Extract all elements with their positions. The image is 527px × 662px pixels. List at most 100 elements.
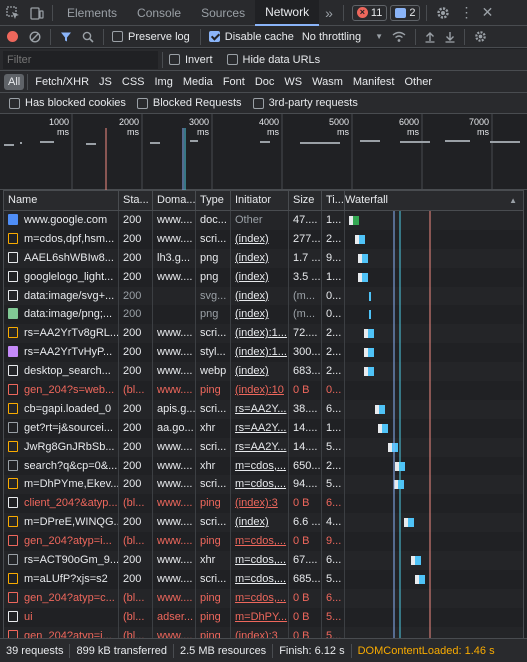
- request-row[interactable]: googlelogo_light... 200 www.... png (index) 3…: [4, 267, 523, 287]
- request-row[interactable]: AAEL6shWBIw8... 200 lh3.g... png (index) 1.7 …: [4, 248, 523, 268]
- more-options-icon[interactable]: ⋮: [459, 4, 474, 20]
- preserve-log-checkbox[interactable]: Preserve log: [112, 31, 190, 43]
- request-row[interactable]: data:image/svg+... 200 svg... (index) (m... 0…: [4, 286, 523, 306]
- cell-initiator[interactable]: (index): [231, 267, 289, 287]
- cell-initiator[interactable]: m=cdos,...: [231, 456, 289, 476]
- column-size-header[interactable]: Size: [289, 191, 322, 210]
- cell-initiator[interactable]: (index): [231, 362, 289, 382]
- request-row[interactable]: m=aLUfP?xjs=s2 200 www.... scri... m=cdos,..…: [4, 569, 523, 589]
- cell-initiator[interactable]: (index):10: [231, 381, 289, 400]
- request-row[interactable]: cb=gapi.loaded_0 200 apis.g... scri... rs=AA…: [4, 399, 523, 419]
- tab-elements[interactable]: Elements: [57, 0, 127, 26]
- request-row[interactable]: get?rt=j&sourcei... 200 aa.go... xhr rs=AA2Y…: [4, 418, 523, 438]
- request-row[interactable]: client_204?&atyp... (bl... www.... ping (ind…: [4, 494, 523, 514]
- cell-initiator[interactable]: (index): [231, 513, 289, 533]
- request-row[interactable]: rs=AA2YrTv8gRL... 200 www.... scri... (index…: [4, 324, 523, 344]
- request-row[interactable]: m=DPreE,WINQG... 200 www.... scri... (index)…: [4, 513, 523, 533]
- search-button[interactable]: [77, 26, 99, 48]
- filter-input[interactable]: [3, 50, 158, 69]
- blocked-cookies-box[interactable]: [9, 97, 20, 109]
- request-row[interactable]: m=DhPYme,Ekev... 200 www.... scri... m=cdos,…: [4, 475, 523, 495]
- column-initiator-header[interactable]: Initiator: [231, 191, 289, 210]
- network-settings-gear-icon[interactable]: [469, 26, 491, 48]
- more-tabs-button[interactable]: »: [325, 4, 333, 21]
- type-filter-doc[interactable]: Doc: [254, 75, 275, 88]
- request-row[interactable]: search?q&cp=0&... 200 www.... xhr m=cdos,...…: [4, 456, 523, 476]
- request-row[interactable]: JwRg8GnJRbSb... 200 www.... scri... rs=AA2Y.…: [4, 437, 523, 457]
- column-domain-header[interactable]: Doma...: [153, 191, 196, 210]
- type-filter-js[interactable]: JS: [99, 75, 112, 88]
- cell-initiator[interactable]: rs=AA2Y...: [231, 399, 289, 419]
- blocked-requests-box[interactable]: [136, 97, 148, 109]
- cell-initiator[interactable]: Other: [231, 211, 289, 230]
- type-filter-ws[interactable]: WS: [284, 75, 303, 88]
- cell-initiator[interactable]: rs=AA2Y...: [231, 418, 289, 438]
- type-filter-css[interactable]: CSS: [121, 75, 145, 88]
- close-devtools-icon[interactable]: ✕: [481, 4, 494, 20]
- type-filter-font[interactable]: Font: [222, 75, 245, 88]
- column-time-header[interactable]: Ti...: [322, 191, 345, 210]
- cell-initiator[interactable]: (index): [231, 305, 289, 325]
- messages-badge[interactable]: 2: [390, 4, 421, 21]
- type-filter-img[interactable]: Img: [154, 75, 173, 88]
- cell-initiator[interactable]: m=DhPY...: [231, 607, 289, 627]
- request-row[interactable]: gen_204?s=web... (bl... www.... ping (index)…: [4, 381, 523, 400]
- device-toolbar-icon[interactable]: [26, 0, 48, 26]
- cell-initiator[interactable]: rs=AA2Y...: [231, 437, 289, 457]
- cell-initiator[interactable]: m=cdos,...: [231, 588, 289, 608]
- record-button[interactable]: [0, 26, 24, 48]
- cell-initiator[interactable]: (index):3: [231, 494, 289, 514]
- invert-box[interactable]: [169, 54, 180, 65]
- cell-initiator[interactable]: m=cdos,...: [231, 569, 289, 589]
- invert-checkbox[interactable]: Invert: [169, 54, 213, 66]
- cell-initiator[interactable]: (index): [231, 248, 289, 268]
- request-row[interactable]: m=cdos,dpf,hsm... 200 www.... scri... (index…: [4, 229, 523, 249]
- network-overview-timeline[interactable]: 1000 ms 2000 ms 3000 ms 4000 ms 5000 ms 6000 …: [0, 114, 527, 190]
- filter-toggle-button[interactable]: [55, 26, 77, 48]
- type-filter-fetch-xhr[interactable]: Fetch/XHR: [35, 75, 90, 88]
- blocked-requests-checkbox[interactable]: Blocked Requests: [136, 97, 242, 109]
- export-har-icon[interactable]: [440, 26, 460, 48]
- cell-initiator[interactable]: m=cdos,...: [231, 475, 289, 495]
- third-party-checkbox[interactable]: 3rd-party requests: [252, 97, 358, 109]
- preserve-log-box[interactable]: [112, 31, 123, 42]
- column-name-header[interactable]: Name: [4, 191, 119, 210]
- throttling-select[interactable]: No throttling ▼: [302, 31, 383, 43]
- cell-initiator[interactable]: m=cdos,...: [231, 551, 289, 570]
- request-row[interactable]: rs=ACT90oGm_9... 200 www.... xhr m=cdos,... 6…: [4, 551, 523, 570]
- column-waterfall-header[interactable]: Waterfall ▲: [345, 191, 523, 210]
- hide-data-urls-checkbox[interactable]: Hide data URLs: [226, 54, 320, 66]
- column-type-header[interactable]: Type: [196, 191, 231, 210]
- request-row[interactable]: gen_204?atyp=i... (bl... www.... ping m=cdos…: [4, 532, 523, 552]
- import-har-icon[interactable]: [420, 26, 440, 48]
- request-row[interactable]: www.google.com 200 www.... doc... Other 47...…: [4, 211, 523, 230]
- request-row[interactable]: data:image/png;... 200 png (index) (m... 0...: [4, 305, 523, 325]
- type-filter-manifest[interactable]: Manifest: [352, 75, 395, 88]
- tab-network[interactable]: Network: [255, 0, 320, 26]
- third-party-box[interactable]: [252, 97, 264, 109]
- cell-initiator[interactable]: (index): [231, 286, 289, 306]
- request-row[interactable]: ui (bl... adser... ping m=DhPY... 0 B 5...: [4, 607, 523, 627]
- cell-initiator[interactable]: m=cdos,...: [231, 532, 289, 552]
- tab-sources[interactable]: Sources: [191, 0, 255, 26]
- cell-initiator[interactable]: (index):1...: [231, 324, 289, 344]
- blocked-cookies-checkbox[interactable]: Has blocked cookies: [9, 97, 126, 109]
- type-filter-wasm[interactable]: Wasm: [312, 75, 343, 88]
- column-status-header[interactable]: Sta...: [119, 191, 153, 210]
- request-row[interactable]: rs=AA2YrTvHyP... 200 www.... styl... (index)…: [4, 343, 523, 363]
- errors-badge[interactable]: × 11: [351, 4, 388, 21]
- type-filter-other[interactable]: Other: [404, 75, 432, 88]
- disable-cache-box[interactable]: [208, 31, 220, 42]
- settings-gear-icon[interactable]: [431, 0, 455, 26]
- cell-initiator[interactable]: (index): [231, 229, 289, 249]
- cell-initiator[interactable]: (index):3: [231, 626, 289, 638]
- type-filter-all[interactable]: All: [4, 73, 25, 90]
- type-filter-media[interactable]: Media: [182, 75, 213, 88]
- request-row[interactable]: gen_204?atyp=c... (bl... www.... ping m=cdos…: [4, 588, 523, 608]
- request-row[interactable]: desktop_search... 200 www.... webp (index) 68…: [4, 362, 523, 382]
- hide-data-urls-box[interactable]: [226, 54, 238, 65]
- request-row[interactable]: gen_204?atyp=i... (bl... www.... ping (index…: [4, 626, 523, 638]
- tab-console[interactable]: Console: [127, 0, 191, 26]
- inspect-element-icon[interactable]: [0, 0, 26, 26]
- network-conditions-icon[interactable]: [387, 26, 411, 48]
